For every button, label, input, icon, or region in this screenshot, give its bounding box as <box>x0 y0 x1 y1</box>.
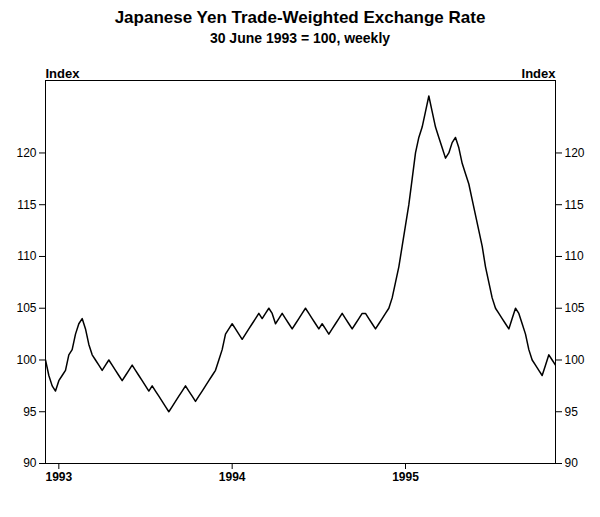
svg-text:95: 95 <box>23 405 37 419</box>
svg-text:1995: 1995 <box>392 470 419 484</box>
svg-text:115: 115 <box>17 198 36 212</box>
svg-text:120: 120 <box>565 146 585 160</box>
svg-text:1993: 1993 <box>45 470 72 484</box>
svg-text:Index: Index <box>46 66 81 81</box>
svg-text:95: 95 <box>565 405 579 419</box>
svg-text:100: 100 <box>565 353 585 367</box>
svg-text:110: 110 <box>17 249 36 263</box>
svg-text:110: 110 <box>565 249 584 263</box>
svg-text:120: 120 <box>16 146 36 160</box>
svg-text:90: 90 <box>565 456 579 470</box>
svg-text:100: 100 <box>16 353 36 367</box>
svg-text:115: 115 <box>565 198 584 212</box>
svg-text:105: 105 <box>565 301 585 315</box>
html-text:30 June 1993 = 100, weekly: 30 June 1993 = 100, weekly <box>209 30 391 46</box>
svg-text:105: 105 <box>16 301 36 315</box>
svg-text:1994: 1994 <box>219 470 246 484</box>
svg-text:90: 90 <box>23 456 37 470</box>
html-text:Japanese Yen Trade-Weighted Ex: Japanese Yen Trade-Weighted Exchange Rat… <box>114 8 486 27</box>
svg-text:Index: Index <box>522 66 557 81</box>
